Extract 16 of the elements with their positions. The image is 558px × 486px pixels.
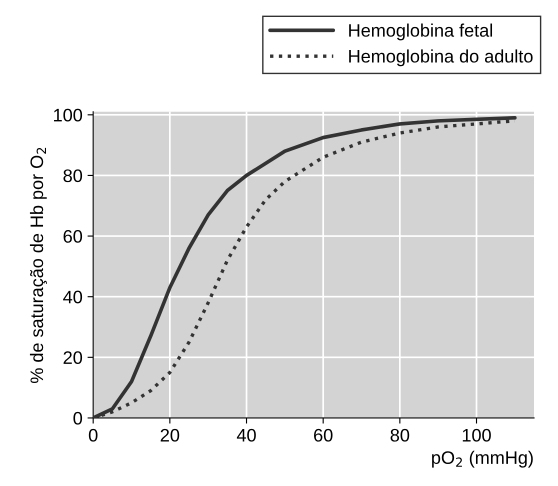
y-axis-title: % de saturação de Hb por O$_{2}$ [30,148,47,384]
x-tick-label: 80 [390,428,410,442]
y-tick-label: 80 [63,169,82,182]
x-tick-label: 20 [160,428,180,442]
y-tick-label: 100 [54,108,82,122]
x-tick-label: 0 [88,428,98,442]
y-tick-label: 0 [73,412,82,425]
y-tick-label: 60 [64,230,82,243]
x-tick-label: 100 [462,428,491,442]
legend-label: Hemoglobina fetal [349,24,492,40]
y-tick-label: 20 [64,351,82,364]
x-tick-label: 40 [236,428,256,442]
y-tick-label: 40 [63,290,82,304]
x-axis-title: pO$_{2}$ (mmHg) [432,450,533,468]
legend-label: Hemoglobina do adulto [349,49,533,66]
x-tick-label: 60 [314,428,333,442]
